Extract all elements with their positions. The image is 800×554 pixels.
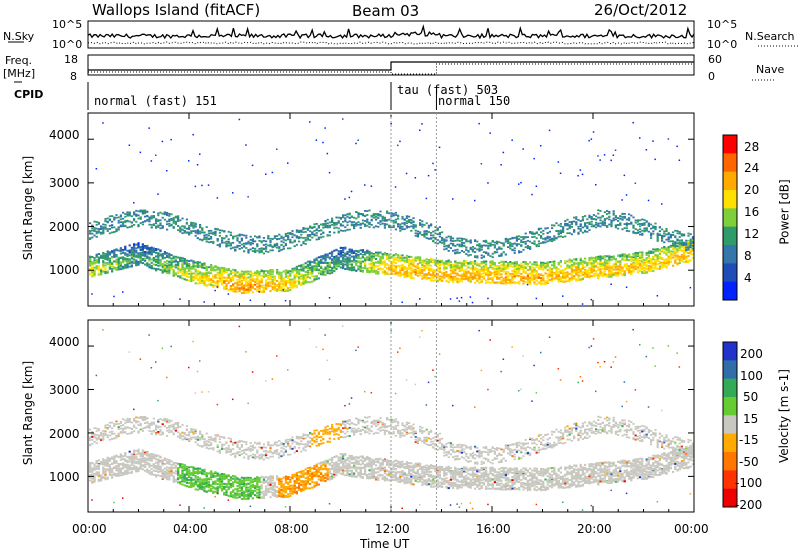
velocity-colorbar-label: Velocity [m s-1] [776,369,791,463]
xtick-3: 12:00 [375,522,410,536]
noise-right-top: 10^5 [707,18,738,31]
x-axis-label: Time UT [360,537,410,551]
cpid-segment-1: normal (fast) 151 [94,94,217,108]
vel-cb-tick-15: 15 [743,412,759,426]
freq-unit-label: [MHz] [3,67,36,80]
vel-cb-tick-m200: -200 [735,498,763,512]
noise-left-top: 10^5 [52,18,83,31]
velocity-colorbar-swatch-1 [723,360,737,380]
power-colorbar-swatch-4 [723,208,737,228]
y-axis-label-power: Slant Range [km] [21,155,36,261]
power-cb-tick-24: 24 [744,161,760,175]
power-cb-tick-4: 4 [744,271,752,285]
noise-left-bottom: 10^0 [52,38,83,51]
power-cb-tick-12: 12 [744,227,760,241]
freq-label: Freq. [5,54,33,67]
y-axis-label-velocity: Slant Range [km] [21,360,36,466]
xtick-4: 16:00 [476,522,511,536]
xtick-0: 00:00 [72,522,107,536]
nave-label: Nave [756,63,785,76]
power-colorbar-swatch-0 [723,135,737,154]
freq-right-tick-0: 0 [708,70,715,83]
velocity-colorbar-swatch-6 [723,452,737,471]
xtick-1: 04:00 [173,522,208,536]
station-title: Wallops Island (fitACF) [92,1,261,19]
vel-ytick-3000: 3000 [49,383,80,397]
power-colorbar-swatch-5 [723,226,737,246]
velocity-colorbar-swatch-3 [723,397,737,416]
freq-left-tick-8: 8 [70,70,77,83]
nave-line [88,63,694,75]
nsky-label: N.Sky [3,30,35,43]
velocity-colorbar-frame [722,341,738,508]
power-cb-tick-28: 28 [744,140,760,154]
xtick-6: 00:00 [674,522,709,536]
noise-sky-line [87,24,695,40]
power-cb-tick-8: 8 [744,249,752,263]
beam-title: Beam 03 [352,2,420,20]
freq-line [88,61,694,71]
xtick-5: 20:00 [577,522,612,536]
vel-ytick-4000: 4000 [49,335,80,349]
power-ytick-1000: 1000 [49,263,80,277]
cpid-segment-2: tau (fast) 503 [397,83,499,97]
noise-right-bottom: 10^0 [707,38,738,51]
power-colorbar-swatch-8 [723,281,737,301]
power-colorbar-swatch-2 [723,171,737,191]
xtick-2: 08:00 [274,522,309,536]
vel-cb-tick-m50: -50 [739,455,759,469]
power-colorbar-swatch-3 [723,190,737,209]
noise-search-line [88,41,695,45]
date-title: 26/Oct/2012 [594,1,688,19]
power-colorbar-label: Power [dB] [777,179,792,245]
velocity-colorbar-swatch-8 [723,488,737,508]
velocity-colorbar-swatch-0 [723,342,737,361]
velocity-colorbar-swatch-5 [723,433,737,453]
freq-left-tick-18: 18 [64,53,78,66]
power-colorbar-frame [722,134,738,301]
cpid-segment-3: normal 150 [438,94,511,108]
freq-panel-frame [87,54,695,76]
power-colorbar-swatch-1 [723,153,737,173]
vel-cb-tick-50: 50 [743,390,759,404]
power-ytick-4000: 4000 [49,128,80,142]
power-cb-tick-20: 20 [744,183,760,197]
power-cb-tick-16: 16 [744,205,760,219]
vel-cb-tick-m100: -100 [735,476,763,490]
freq-right-tick-60: 60 [708,53,722,66]
nsearch-label: N.Search [745,30,795,43]
vel-ytick-2000: 2000 [49,427,80,441]
power-ytick-3000: 3000 [49,176,80,190]
vel-cb-tick-200: 200 [740,347,763,361]
power-colorbar-swatch-6 [723,245,737,264]
vel-cb-tick-100: 100 [740,369,763,383]
velocity-colorbar-swatch-7 [723,470,737,490]
cpid-label: CPID [14,88,44,101]
power-ytick-2000: 2000 [49,220,80,234]
velocity-colorbar-swatch-4 [723,415,737,435]
velocity-colorbar-swatch-2 [723,378,737,398]
power-colorbar-swatch-7 [723,263,737,283]
vel-ytick-1000: 1000 [49,470,80,484]
vel-cb-tick-m15: -15 [739,433,759,447]
